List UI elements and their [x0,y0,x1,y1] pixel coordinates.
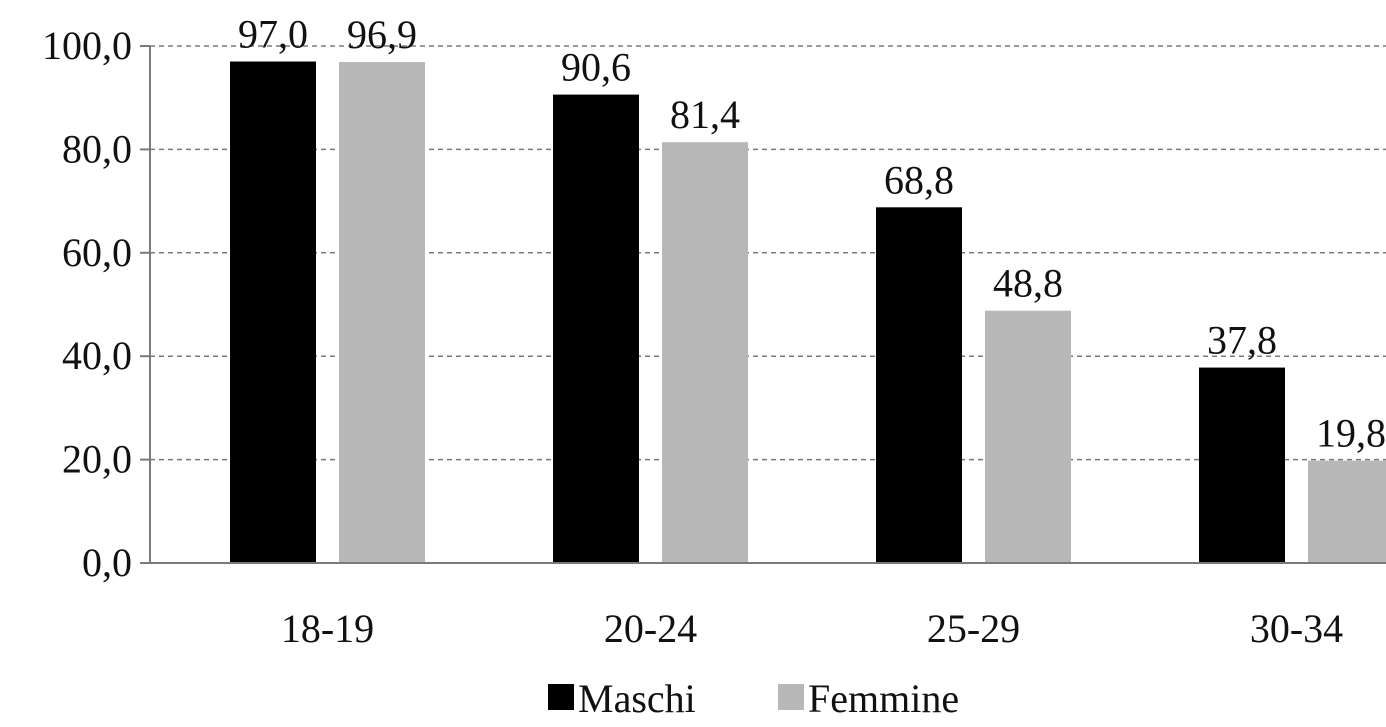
legend-label-femmine: Femmine [808,676,959,721]
axes: 0,0 20,0 40,0 60,0 80,0 100,0 18-19 20-24 25-29 3… [42,23,1386,651]
legend: Maschi Femmine [548,676,959,721]
bar-femmine-25-29 [985,310,1071,563]
y-tick-label: 40,0 [62,333,132,378]
x-tick-label: 30-34 [1250,606,1343,651]
x-tick-label: 18-19 [281,606,374,651]
legend-swatch-maschi [548,684,574,710]
data-label: 48,8 [993,261,1063,306]
data-labels: 97,0 96,9 90,6 81,4 68,8 48,8 37,8 19,8 [238,12,1386,456]
x-tick-label: 25-29 [927,606,1020,651]
bar-maschi-30-34 [1199,367,1285,563]
bar-femmine-18-19 [339,62,425,563]
y-tick-label: 100,0 [42,23,132,68]
legend-label-maschi: Maschi [578,676,696,721]
y-tick-label: 80,0 [62,126,132,171]
data-label: 19,8 [1316,411,1386,456]
x-tick-label: 20-24 [604,606,697,651]
y-tick-label: 0,0 [82,540,132,585]
bar-femmine-20-24 [662,142,748,564]
data-label: 68,8 [884,157,954,202]
y-tick-label: 20,0 [62,437,132,482]
legend-swatch-femmine [778,684,804,710]
data-label: 90,6 [561,45,631,90]
data-label: 97,0 [238,12,308,57]
data-label: 81,4 [670,92,740,137]
bar-femmine-30-34 [1308,460,1386,563]
y-tick-label: 60,0 [62,230,132,275]
gridlines [150,45,1386,461]
data-label: 37,8 [1207,318,1277,363]
bar-maschi-20-24 [553,94,639,564]
bar-maschi-25-29 [876,207,962,563]
bar-maschi-18-19 [230,61,316,563]
data-label: 96,9 [347,12,417,57]
bars [230,61,1386,564]
